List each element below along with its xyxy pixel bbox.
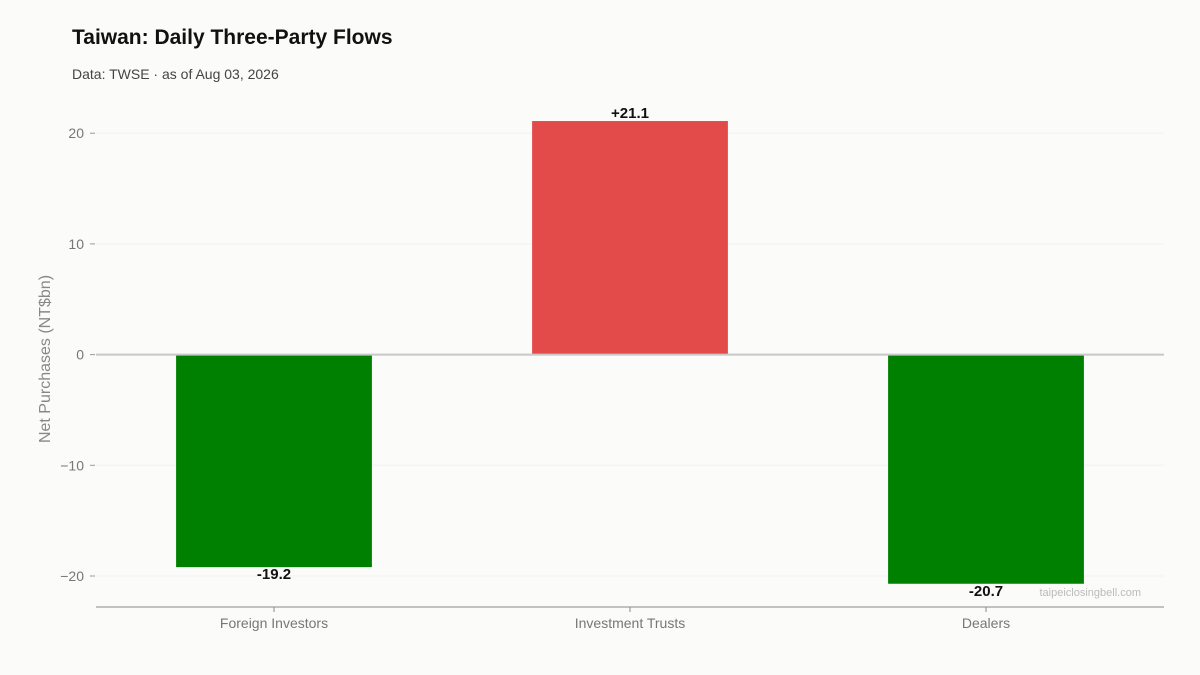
x-axis-categories: Foreign Investors Investment Trusts Dealer… [220,607,1010,631]
y-tick-label: −20 [60,568,84,584]
bar [888,354,1084,584]
chart-subtitle: Data: TWSE · as of Aug 03, 2026 [72,66,279,82]
x-tick-label: Dealers [962,615,1010,631]
data-label: -19.2 [257,566,291,583]
bar [532,121,728,355]
chart-title: Taiwan: Daily Three-Party Flows [72,26,393,49]
x-tick-label: Foreign Investors [220,615,328,631]
bar [176,354,372,568]
y-tick-label: 20 [68,125,84,141]
y-tick-label: 0 [76,347,84,363]
data-label: -20.7 [969,583,1003,600]
y-axis-ticks: −20 −10 0 10 20 [60,125,95,584]
y-tick-label: 10 [68,236,84,252]
data-labels: -19.2 +21.1 -20.7 [257,105,1003,600]
data-label: +21.1 [611,105,649,122]
x-tick-label: Investment Trusts [575,615,685,631]
y-tick-label: −10 [60,457,84,473]
y-axis-label: Net Purchases (NT$bn) [37,275,54,443]
watermark: taipeiclosingbell.com [1040,587,1142,599]
bars [176,121,1084,584]
